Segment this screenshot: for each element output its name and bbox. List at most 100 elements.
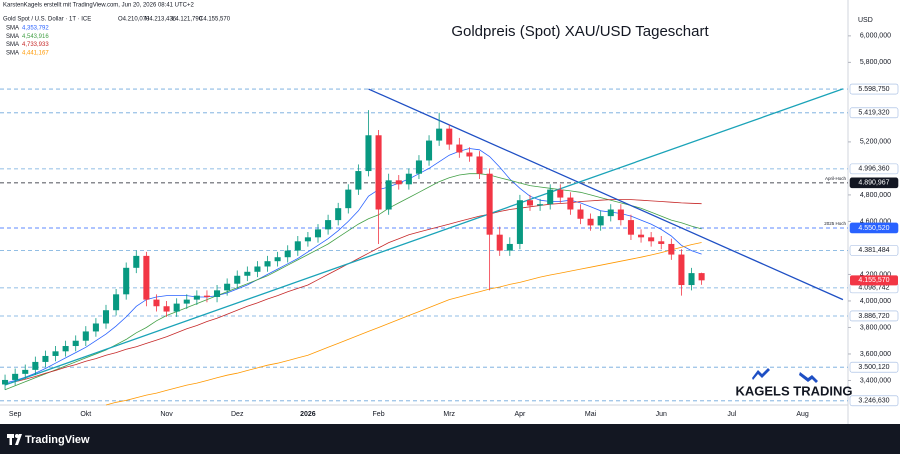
candle-body bbox=[627, 220, 634, 235]
legend-value: 4,353,792 bbox=[22, 26, 49, 32]
level-box bbox=[849, 163, 899, 175]
candle-body bbox=[537, 204, 544, 206]
level-label: 4.890,967 bbox=[858, 180, 889, 187]
credit: KarstenKagels erstellt mit TradingView.c… bbox=[3, 3, 194, 9]
candle-body bbox=[668, 243, 675, 255]
candle-body bbox=[244, 271, 251, 276]
x-tick-label: Mai bbox=[585, 411, 597, 418]
legend-value: 4,733,933 bbox=[22, 42, 49, 48]
sma-line bbox=[4, 173, 702, 391]
candle-body bbox=[456, 144, 463, 153]
candle-body bbox=[577, 209, 584, 219]
candle-body bbox=[617, 209, 624, 221]
candle-body bbox=[123, 267, 130, 295]
candle-body bbox=[42, 355, 49, 362]
level-note: 2025 Hoch bbox=[824, 221, 846, 226]
candle-body bbox=[567, 197, 574, 210]
platform: TradingView bbox=[25, 434, 90, 446]
candle-body bbox=[143, 255, 150, 300]
brand: KAGELS TRADING bbox=[736, 383, 853, 398]
ohlc-value: C4.155,570 bbox=[199, 17, 231, 23]
candle-body bbox=[678, 254, 685, 286]
x-tick-label: Jul bbox=[727, 411, 736, 418]
level-label: 5.419,320 bbox=[858, 110, 889, 117]
candle-body bbox=[2, 379, 9, 385]
candle-body bbox=[193, 295, 200, 300]
x-tick-label: 2026 bbox=[300, 411, 316, 418]
x-tick-label: Aug bbox=[796, 411, 809, 418]
level-label: 5.598,750 bbox=[858, 86, 889, 93]
candle-body bbox=[153, 299, 160, 307]
footer bbox=[0, 424, 900, 454]
candle-body bbox=[486, 173, 493, 235]
candle-body bbox=[426, 140, 433, 161]
candle-body bbox=[638, 234, 645, 238]
candle-body bbox=[163, 306, 170, 312]
candle-body bbox=[415, 160, 422, 174]
candle-body bbox=[102, 310, 110, 324]
sma-line bbox=[4, 199, 702, 385]
trendline bbox=[4, 88, 844, 386]
candle-body bbox=[52, 351, 59, 356]
ohlc-value: O4.210,070 bbox=[118, 17, 150, 23]
level-box bbox=[849, 310, 899, 322]
y-tick-label: 3,800,000 bbox=[860, 324, 891, 331]
bull-icon bbox=[752, 368, 770, 380]
x-tick-label: Dez bbox=[231, 411, 244, 418]
tv-logo bbox=[7, 434, 22, 445]
level-box bbox=[849, 222, 899, 234]
x-tick-label: Feb bbox=[373, 411, 385, 418]
level-label: 4.098,742 bbox=[858, 285, 889, 292]
level-box bbox=[849, 177, 899, 189]
level-label: 4.996,360 bbox=[858, 166, 889, 173]
candle-body bbox=[133, 255, 140, 268]
candle-body bbox=[365, 135, 372, 172]
candle-body bbox=[476, 156, 483, 174]
candle-body bbox=[113, 294, 120, 311]
level-label: 3.246,630 bbox=[858, 398, 889, 405]
candle-body bbox=[224, 283, 231, 291]
x-tick-label: Apr bbox=[514, 411, 526, 418]
candle-body bbox=[12, 373, 19, 380]
candle-body bbox=[466, 152, 473, 157]
candle-body bbox=[22, 369, 29, 374]
legend-value: 4,543,916 bbox=[22, 34, 49, 40]
level-note: April-Hoch bbox=[825, 176, 847, 181]
candle-body bbox=[648, 237, 655, 242]
candle-body bbox=[436, 128, 443, 141]
candle-body bbox=[688, 273, 695, 286]
y-tick-label: 5,200,000 bbox=[860, 139, 891, 146]
legend-name: SMA bbox=[6, 26, 19, 32]
candle-body bbox=[597, 216, 604, 226]
candle-body bbox=[446, 128, 453, 145]
level-box bbox=[849, 245, 899, 256]
candle-body bbox=[203, 295, 210, 297]
y-tick-label: 4,000,000 bbox=[860, 298, 891, 305]
candle-body bbox=[72, 340, 79, 347]
y-tick-label: 3,400,000 bbox=[860, 377, 891, 384]
y-tick-label: 4,200,000 bbox=[860, 271, 891, 278]
bear-icon bbox=[799, 372, 818, 383]
candle-body bbox=[395, 180, 402, 185]
candle-body bbox=[335, 208, 342, 221]
level-label: 3.886,720 bbox=[858, 313, 889, 320]
x-tick-label: Nov bbox=[160, 411, 173, 418]
level-box bbox=[849, 83, 899, 95]
candle-body bbox=[385, 180, 392, 210]
currency: USD bbox=[858, 17, 873, 24]
level-box bbox=[849, 395, 899, 407]
x-tick-label: Mrz bbox=[443, 411, 455, 418]
level-label: 4.550,520 bbox=[858, 225, 889, 232]
sma-line bbox=[4, 148, 702, 384]
candle-body bbox=[516, 200, 523, 244]
legend-name: SMA bbox=[6, 34, 19, 40]
candle-body bbox=[183, 299, 190, 304]
candle-body bbox=[32, 361, 39, 370]
candle-body bbox=[496, 234, 503, 251]
candle-body bbox=[284, 250, 291, 258]
x-tick-label: Jun bbox=[656, 411, 667, 418]
candle-body bbox=[62, 346, 69, 352]
candle-body bbox=[658, 241, 665, 244]
chart-title: Goldpreis (Spot) XAU/USD Tageschart bbox=[451, 23, 709, 40]
